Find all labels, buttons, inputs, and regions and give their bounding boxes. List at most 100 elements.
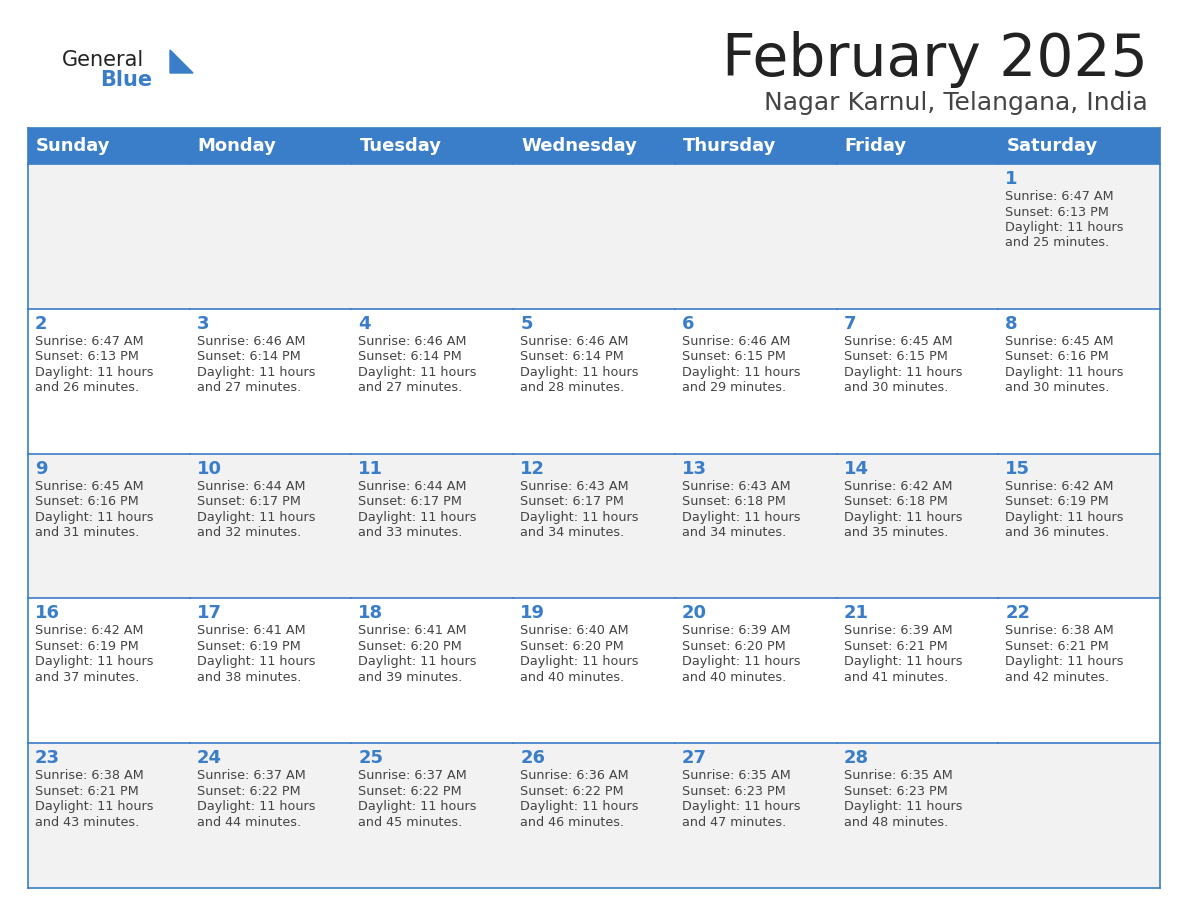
Bar xyxy=(352,744,513,888)
Text: 27: 27 xyxy=(682,749,707,767)
Text: Sunset: 6:18 PM: Sunset: 6:18 PM xyxy=(843,495,948,508)
Bar xyxy=(513,308,675,453)
Text: and 27 minutes.: and 27 minutes. xyxy=(359,381,462,395)
Bar xyxy=(836,308,998,453)
Text: Sunset: 6:15 PM: Sunset: 6:15 PM xyxy=(843,351,948,364)
Text: Sunrise: 6:37 AM: Sunrise: 6:37 AM xyxy=(197,769,305,782)
Text: Sunrise: 6:47 AM: Sunrise: 6:47 AM xyxy=(1005,190,1114,203)
Text: 20: 20 xyxy=(682,604,707,622)
Text: Sunrise: 6:45 AM: Sunrise: 6:45 AM xyxy=(843,335,953,348)
Text: Sunset: 6:14 PM: Sunset: 6:14 PM xyxy=(359,351,462,364)
Text: 26: 26 xyxy=(520,749,545,767)
Text: and 34 minutes.: and 34 minutes. xyxy=(520,526,625,539)
Text: and 39 minutes.: and 39 minutes. xyxy=(359,671,462,684)
Bar xyxy=(513,599,675,744)
Text: Daylight: 11 hours: Daylight: 11 hours xyxy=(1005,365,1124,379)
Text: Daylight: 11 hours: Daylight: 11 hours xyxy=(1005,221,1124,234)
Text: Sunset: 6:21 PM: Sunset: 6:21 PM xyxy=(34,785,139,798)
Text: and 47 minutes.: and 47 minutes. xyxy=(682,816,786,829)
Text: 24: 24 xyxy=(197,749,222,767)
Text: Sunset: 6:18 PM: Sunset: 6:18 PM xyxy=(682,495,785,508)
Text: and 30 minutes.: and 30 minutes. xyxy=(843,381,948,395)
Text: 1: 1 xyxy=(1005,170,1018,188)
Text: Sunday: Sunday xyxy=(36,137,110,155)
Text: 5: 5 xyxy=(520,315,532,333)
Text: and 34 minutes.: and 34 minutes. xyxy=(682,526,786,539)
Text: 16: 16 xyxy=(34,604,61,622)
Bar xyxy=(513,744,675,888)
Text: Sunrise: 6:41 AM: Sunrise: 6:41 AM xyxy=(197,624,305,637)
Text: Sunset: 6:19 PM: Sunset: 6:19 PM xyxy=(1005,495,1110,508)
Bar xyxy=(998,453,1159,599)
Text: and 43 minutes.: and 43 minutes. xyxy=(34,816,139,829)
Bar xyxy=(998,308,1159,453)
Text: Sunset: 6:21 PM: Sunset: 6:21 PM xyxy=(1005,640,1110,653)
Text: and 40 minutes.: and 40 minutes. xyxy=(520,671,625,684)
Text: Thursday: Thursday xyxy=(683,137,776,155)
Text: Sunset: 6:22 PM: Sunset: 6:22 PM xyxy=(520,785,624,798)
Text: 17: 17 xyxy=(197,604,222,622)
Text: 15: 15 xyxy=(1005,460,1030,477)
Text: 12: 12 xyxy=(520,460,545,477)
Bar xyxy=(190,308,352,453)
Bar xyxy=(836,164,998,308)
Text: Sunset: 6:16 PM: Sunset: 6:16 PM xyxy=(34,495,139,508)
Text: Nagar Karnul, Telangana, India: Nagar Karnul, Telangana, India xyxy=(764,91,1148,115)
Text: Sunrise: 6:38 AM: Sunrise: 6:38 AM xyxy=(34,769,144,782)
Text: Sunrise: 6:46 AM: Sunrise: 6:46 AM xyxy=(682,335,790,348)
Bar xyxy=(836,453,998,599)
Bar xyxy=(836,599,998,744)
Text: Daylight: 11 hours: Daylight: 11 hours xyxy=(1005,655,1124,668)
Text: Sunset: 6:13 PM: Sunset: 6:13 PM xyxy=(34,351,139,364)
Text: Sunrise: 6:41 AM: Sunrise: 6:41 AM xyxy=(359,624,467,637)
Text: and 31 minutes.: and 31 minutes. xyxy=(34,526,139,539)
Text: 14: 14 xyxy=(843,460,868,477)
Text: February 2025: February 2025 xyxy=(722,31,1148,88)
Bar xyxy=(998,164,1159,308)
Text: Sunset: 6:16 PM: Sunset: 6:16 PM xyxy=(1005,351,1110,364)
Text: Daylight: 11 hours: Daylight: 11 hours xyxy=(520,655,639,668)
Text: 8: 8 xyxy=(1005,315,1018,333)
Text: and 35 minutes.: and 35 minutes. xyxy=(843,526,948,539)
Text: Sunrise: 6:40 AM: Sunrise: 6:40 AM xyxy=(520,624,628,637)
Text: Daylight: 11 hours: Daylight: 11 hours xyxy=(682,510,801,523)
Text: Sunrise: 6:47 AM: Sunrise: 6:47 AM xyxy=(34,335,144,348)
Text: Sunrise: 6:46 AM: Sunrise: 6:46 AM xyxy=(359,335,467,348)
Text: Daylight: 11 hours: Daylight: 11 hours xyxy=(682,800,801,813)
Text: Sunset: 6:14 PM: Sunset: 6:14 PM xyxy=(197,351,301,364)
Bar xyxy=(29,453,190,599)
Text: Daylight: 11 hours: Daylight: 11 hours xyxy=(520,510,639,523)
Text: Daylight: 11 hours: Daylight: 11 hours xyxy=(1005,510,1124,523)
Text: Daylight: 11 hours: Daylight: 11 hours xyxy=(359,510,476,523)
Text: Daylight: 11 hours: Daylight: 11 hours xyxy=(843,655,962,668)
Text: and 33 minutes.: and 33 minutes. xyxy=(359,526,463,539)
Text: 4: 4 xyxy=(359,315,371,333)
Text: Sunset: 6:21 PM: Sunset: 6:21 PM xyxy=(843,640,947,653)
Text: Daylight: 11 hours: Daylight: 11 hours xyxy=(843,800,962,813)
Text: Daylight: 11 hours: Daylight: 11 hours xyxy=(34,365,153,379)
Bar xyxy=(675,744,836,888)
Text: Sunset: 6:20 PM: Sunset: 6:20 PM xyxy=(520,640,624,653)
Text: 13: 13 xyxy=(682,460,707,477)
Text: Daylight: 11 hours: Daylight: 11 hours xyxy=(843,365,962,379)
Text: 11: 11 xyxy=(359,460,384,477)
Bar xyxy=(190,744,352,888)
Text: and 46 minutes.: and 46 minutes. xyxy=(520,816,624,829)
Text: 7: 7 xyxy=(843,315,857,333)
Text: Daylight: 11 hours: Daylight: 11 hours xyxy=(520,365,639,379)
Text: Sunrise: 6:42 AM: Sunrise: 6:42 AM xyxy=(1005,479,1114,493)
Text: 6: 6 xyxy=(682,315,694,333)
Text: Sunrise: 6:37 AM: Sunrise: 6:37 AM xyxy=(359,769,467,782)
Bar xyxy=(352,453,513,599)
Text: Daylight: 11 hours: Daylight: 11 hours xyxy=(34,510,153,523)
Text: 22: 22 xyxy=(1005,604,1030,622)
Text: Sunset: 6:23 PM: Sunset: 6:23 PM xyxy=(843,785,947,798)
Text: Sunset: 6:19 PM: Sunset: 6:19 PM xyxy=(197,640,301,653)
Text: Sunrise: 6:39 AM: Sunrise: 6:39 AM xyxy=(843,624,953,637)
Text: and 45 minutes.: and 45 minutes. xyxy=(359,816,462,829)
Text: Daylight: 11 hours: Daylight: 11 hours xyxy=(34,800,153,813)
Text: and 48 minutes.: and 48 minutes. xyxy=(843,816,948,829)
Text: Sunset: 6:14 PM: Sunset: 6:14 PM xyxy=(520,351,624,364)
Text: and 44 minutes.: and 44 minutes. xyxy=(197,816,301,829)
Text: and 42 minutes.: and 42 minutes. xyxy=(1005,671,1110,684)
